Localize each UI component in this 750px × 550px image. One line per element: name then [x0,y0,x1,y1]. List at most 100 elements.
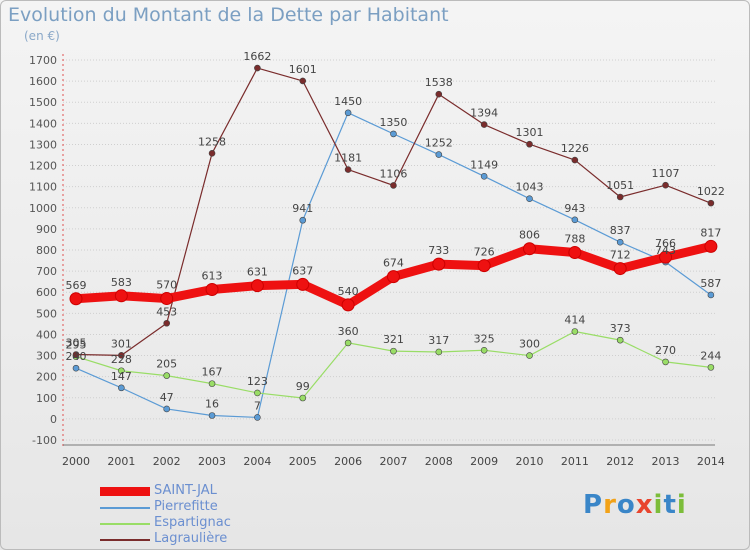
data-label: 712 [610,249,631,262]
data-label: 837 [610,224,631,237]
data-label: 123 [247,375,268,388]
data-point [613,262,627,276]
data-point [299,77,307,85]
data-point [616,238,624,246]
data-label: 613 [202,269,223,282]
data-point [250,279,264,293]
data-label: 583 [111,276,132,289]
data-point [118,384,125,392]
y-tick-label: 200 [36,371,57,384]
data-point [435,348,443,356]
data-point [390,347,397,355]
data-label: 743 [655,244,676,257]
data-point [344,339,352,347]
logo-letter: x [635,490,654,520]
data-point [254,64,261,72]
data-point [616,336,624,344]
data-point [299,216,307,224]
data-label: 1022 [697,185,725,198]
data-label: 1149 [470,158,498,171]
data-point [704,239,718,253]
data-label: 1181 [334,152,362,165]
data-point [386,270,400,284]
data-label: 726 [474,246,495,259]
logo-letter: P [583,490,604,520]
data-point [477,259,491,273]
x-tick-label: 2001 [107,455,135,468]
data-point [480,121,488,128]
data-point [390,182,397,189]
data-label: 240 [66,350,87,363]
data-label: 570 [156,279,177,292]
data-label: 325 [474,332,495,345]
chart-title: Evolution du Montant de la Dette par Hab… [8,4,449,26]
x-tick-label: 2003 [198,455,226,468]
data-label: 1107 [652,167,680,180]
y-tick-label: 0 [50,413,57,426]
x-tick-label: 2007 [379,455,407,468]
data-point [72,351,80,358]
data-point [160,292,174,306]
data-point [344,166,352,173]
y-tick-label: 1700 [29,54,57,67]
data-point [163,405,170,413]
data-point [523,242,536,256]
data-point [571,216,579,224]
data-label: 1538 [425,76,453,89]
data-point [72,364,80,372]
data-point [616,193,624,201]
data-point [526,195,533,202]
data-label: 766 [655,237,676,250]
logo-letter: r [603,490,617,520]
data-label: 300 [519,338,540,351]
data-point [435,151,443,158]
logo-letter: i [676,490,687,520]
y-tick-label: 900 [36,223,57,236]
data-point [662,358,669,366]
data-label: 321 [383,333,404,346]
data-label: 817 [700,226,721,239]
legend-label: Pierrefitte [154,499,218,514]
x-tick-label: 2005 [289,455,317,468]
data-point [208,380,216,387]
logo-letter: t [663,490,677,520]
logo-letter: o [616,490,636,520]
data-label: 167 [202,366,223,379]
y-tick-label: 1000 [29,202,57,215]
data-point [341,298,355,312]
data-point [114,289,128,303]
data-label: 228 [111,353,132,366]
data-label: 1051 [606,179,634,192]
data-label: 1301 [516,126,544,139]
data-point [568,246,582,260]
data-label: 587 [700,277,721,290]
data-point [205,282,219,296]
data-label: 1350 [379,116,407,129]
x-tick-label: 2013 [652,455,680,468]
data-point [118,352,125,359]
x-tick-label: 2008 [425,455,453,468]
data-label: 99 [296,380,310,393]
data-point [254,389,261,397]
data-label: 1394 [470,107,498,120]
data-label: 205 [156,358,177,371]
data-point [707,199,715,207]
x-tick-label: 2010 [516,455,544,468]
data-label: 414 [564,313,585,326]
legend-swatch [100,539,150,541]
data-label: 540 [338,285,359,298]
y-tick-label: 1400 [29,117,57,130]
x-tick-label: 2000 [62,455,90,468]
legend-label: SAINT-JAL [154,483,217,498]
y-tick-label: 700 [36,265,57,278]
data-label: 943 [564,202,585,215]
proxiti-logo: Proxiti [583,490,687,520]
data-label: 1043 [516,181,544,194]
data-label: 1106 [379,167,407,180]
x-tick-label: 2012 [606,455,634,468]
data-label: 147 [111,370,132,383]
data-point [208,150,216,157]
x-tick-label: 2011 [561,455,589,468]
y-tick-label: 500 [36,307,57,320]
